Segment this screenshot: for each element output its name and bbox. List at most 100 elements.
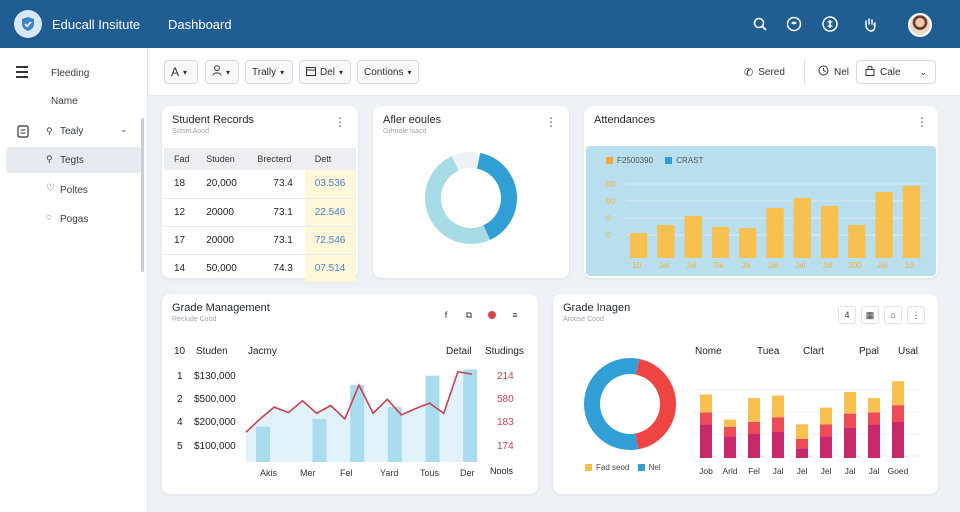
column-header[interactable]: Brecterd: [247, 148, 305, 170]
grade-col-student: Studen: [196, 346, 228, 357]
grade-row-value: 580: [497, 394, 514, 405]
bar-segment: [796, 448, 808, 458]
grade-images-col: Ppal: [859, 346, 880, 357]
facebook-icon[interactable]: f: [444, 310, 448, 320]
bar: [848, 225, 866, 258]
card-title: Afler eoules: [383, 114, 442, 126]
grade-images-col: Tuea: [757, 346, 780, 357]
search-icon[interactable]: [750, 14, 770, 34]
sidebar-item-name[interactable]: Name: [6, 88, 142, 114]
column-header[interactable]: Studen: [196, 148, 248, 170]
menu-icon[interactable]: [16, 66, 30, 78]
grade-row-value: 174: [497, 441, 514, 452]
table-cell: 73.4: [247, 170, 305, 199]
y-tick-label: 00: [606, 197, 615, 206]
bar-segment: [772, 395, 784, 418]
table-row[interactable]: 17 20000 73.1 72.546: [164, 226, 356, 255]
bar-segment: [844, 428, 856, 458]
grade-row-amount: $100,000: [194, 441, 236, 452]
sidebar-item-poltes[interactable]: ♡ Poltes: [6, 177, 142, 203]
bar-segment: [796, 424, 808, 439]
font-button[interactable]: A ▾: [164, 60, 198, 84]
list-icon[interactable]: ≡: [512, 310, 518, 320]
grade-images-card: Grade Inagen Aroose Cood: [553, 294, 938, 494]
bar-segment: [772, 431, 784, 458]
bar-segment: [892, 422, 904, 458]
grade-row-num: 2: [177, 394, 183, 405]
contions-button[interactable]: Contions ▾: [357, 60, 419, 84]
bar-segment: [892, 405, 904, 422]
table-row[interactable]: 18 20,000 73.4 03.536: [164, 170, 356, 199]
grade-row-num: 5: [177, 441, 183, 452]
bar-segment: [772, 417, 784, 432]
bar-segment: [724, 436, 736, 458]
chevron-down-icon: ▾: [407, 67, 412, 77]
chat-icon[interactable]: [784, 14, 804, 34]
grade-col-jacmy: Jacmy: [248, 346, 277, 357]
heart-icon: ♡: [46, 183, 55, 194]
card-title: Grade Inagen: [563, 302, 631, 314]
nel-button[interactable]: Nel: [818, 60, 849, 84]
cale-select-value: Cale: [880, 66, 901, 78]
bar: [766, 208, 784, 258]
bar-segment: [868, 398, 880, 413]
sidebar-item-pogas[interactable]: ◌ Pogas: [6, 206, 142, 232]
table-cell: 73.1: [247, 198, 305, 227]
sidebar-item-label: Name: [51, 95, 78, 107]
x-tick-label: Jal: [659, 261, 669, 270]
del-button[interactable]: Del ▾: [299, 60, 351, 84]
sidebar-item-tealy[interactable]: ⚲ Tealy ⌄: [6, 118, 142, 144]
bar-segment: [700, 424, 712, 458]
more-options-icon[interactable]: ⋮: [334, 115, 346, 129]
cale-select[interactable]: Cale ⌄: [856, 60, 936, 84]
bar-segment: [748, 398, 760, 422]
card-title: Student Records: [172, 114, 254, 126]
legend-swatch: [665, 157, 673, 165]
sidebar-item-label: Pogas: [60, 213, 89, 225]
more-options-icon[interactable]: ⋮: [916, 115, 928, 129]
x-tick-label: 10: [632, 261, 641, 270]
x-tick-label: Ja: [742, 261, 751, 270]
more-options-icon[interactable]: ⋮: [907, 306, 925, 324]
column-header[interactable]: Fad: [164, 148, 197, 170]
trally-button[interactable]: Trally ▾: [245, 60, 293, 84]
x-tick-label: Akis: [260, 468, 278, 478]
grade-row-num: 1: [177, 371, 183, 382]
grade-images-legend: Fad seod Nel: [585, 463, 661, 472]
bar-segment: [868, 424, 880, 458]
bar: [902, 186, 920, 258]
chevron-down-icon[interactable]: ⌄: [120, 124, 128, 134]
tag-icon[interactable]: ⌂: [884, 306, 902, 324]
hand-icon[interactable]: [860, 14, 880, 34]
sidebar-item-label: Fleeding: [51, 67, 90, 79]
table-row[interactable]: 12 20000 73.1 22.546: [164, 198, 356, 227]
bar: [684, 216, 702, 258]
card-subtitle: Aroose Cood: [563, 316, 604, 323]
phone-icon: ✆: [744, 66, 754, 79]
more-options-icon[interactable]: ⋮: [545, 115, 557, 129]
sidebar-item-tegts[interactable]: ⚲ Tegts: [6, 147, 142, 173]
table-cell: 07.514: [304, 254, 356, 283]
table-row[interactable]: 14 50,000 74.3 07.514: [164, 254, 356, 283]
user-filter-button[interactable]: ▾: [205, 60, 239, 84]
column-header[interactable]: Dett: [304, 148, 356, 170]
sidebar-item-fleeding[interactable]: Fleeding: [6, 60, 142, 86]
donut-slice: [425, 156, 491, 244]
legend-swatch: [637, 464, 645, 472]
nel-label: Nel: [834, 66, 850, 78]
donut-slice: [584, 358, 640, 450]
bar: [463, 369, 478, 462]
calendar-icon[interactable]: ▦: [861, 306, 879, 324]
copy-icon[interactable]: ⧉: [465, 309, 473, 320]
record-icon[interactable]: [483, 306, 501, 324]
sidebar-scrollbar[interactable]: [141, 118, 144, 272]
grade-x-label-extra: Nools: [490, 466, 514, 476]
grade-toolbar-count[interactable]: 4: [838, 306, 856, 324]
saved-status[interactable]: ✆ Sered: [744, 60, 785, 84]
avatar[interactable]: [908, 13, 932, 37]
bar: [350, 385, 365, 462]
table-cell: 12: [164, 198, 197, 227]
info-icon[interactable]: [820, 14, 840, 34]
bar: [711, 227, 730, 258]
shield-check-icon[interactable]: [14, 10, 42, 38]
